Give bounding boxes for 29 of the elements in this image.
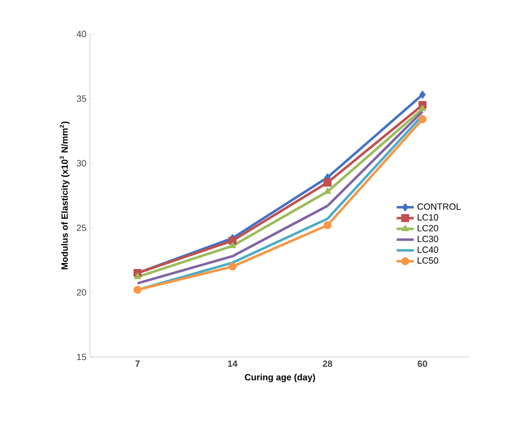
legend-label: LC10 — [418, 214, 438, 221]
y-tick-label: 40 — [76, 30, 86, 38]
x-axis-title: Curing age (day) — [244, 374, 316, 382]
point — [324, 178, 332, 187]
legend-label: LC40 — [418, 246, 438, 253]
x-tick-label: 14 — [228, 360, 238, 367]
point — [419, 90, 426, 99]
x-tick-label: 60 — [418, 360, 428, 367]
legend-label: LC50 — [418, 257, 438, 264]
point — [324, 188, 332, 194]
y-tick-label: 15 — [77, 354, 86, 360]
legend-label: CONTROL — [417, 203, 461, 210]
x-tick-label: 28 — [322, 360, 332, 367]
point — [324, 221, 332, 230]
point — [228, 242, 236, 248]
y-tick-label: 35 — [76, 95, 86, 102]
point — [134, 272, 142, 280]
point — [134, 286, 142, 294]
legend-label: LC20 — [418, 224, 438, 232]
point — [418, 104, 426, 112]
y-tick-label: 30 — [76, 160, 86, 166]
point — [228, 262, 236, 271]
point — [418, 115, 426, 124]
y-tick-label: 25 — [76, 224, 86, 231]
point — [228, 236, 236, 245]
legend-label: LC30 — [418, 236, 438, 242]
y-axis-title: Modulus of Elasticity (x10$^{3}$ N/mm$^{2}$) — [60, 122, 70, 270]
y-tick-label: 20 — [76, 289, 86, 296]
x-tick-label: 7 — [135, 360, 140, 367]
